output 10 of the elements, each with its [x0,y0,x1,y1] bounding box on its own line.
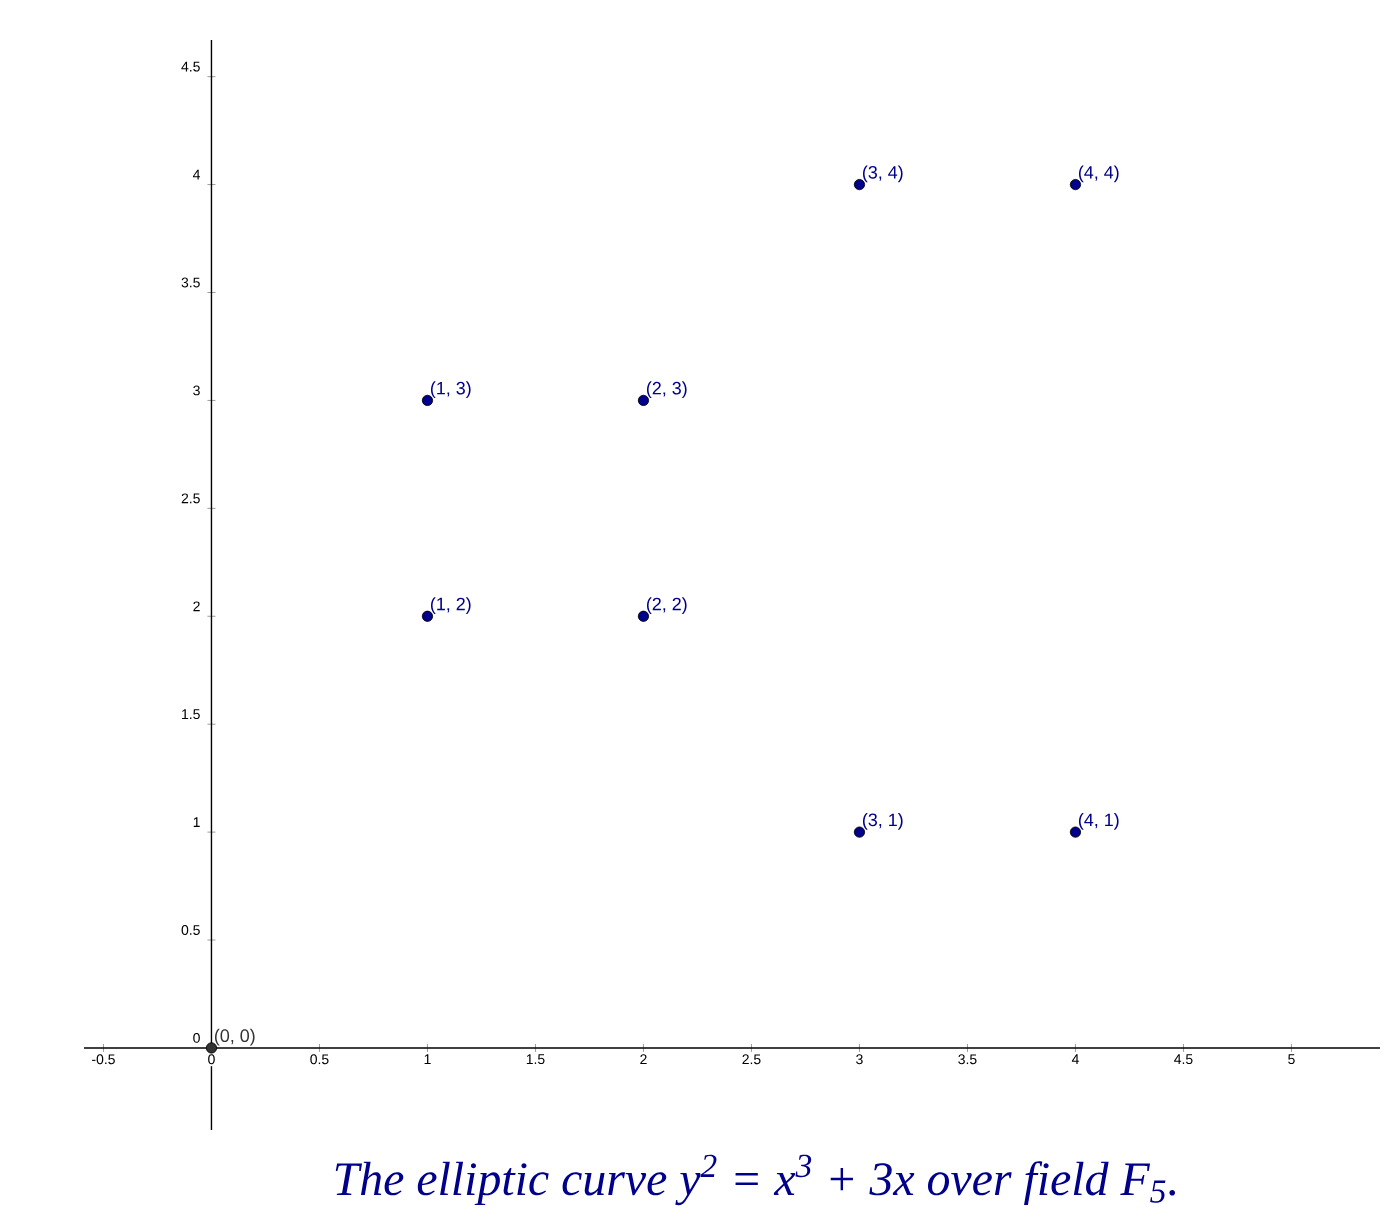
annotation: (4, 1) [1078,813,1119,830]
annotation: (0, 0) [214,1028,255,1046]
annotation: (2, 3) [646,381,687,399]
annotation: (3, 1) [862,813,903,830]
annotation: (3, 4) [862,165,903,183]
annotation: (2, 2) [646,597,687,614]
annotation: (4, 4) [1078,165,1119,183]
annotation: (1, 3) [430,381,471,399]
text: The elliptic curve y$^{2}$ = x$^{3}$ + 3x over field F$_{5}$. [335,1154,1176,1206]
annotation: (1, 2) [430,597,471,614]
